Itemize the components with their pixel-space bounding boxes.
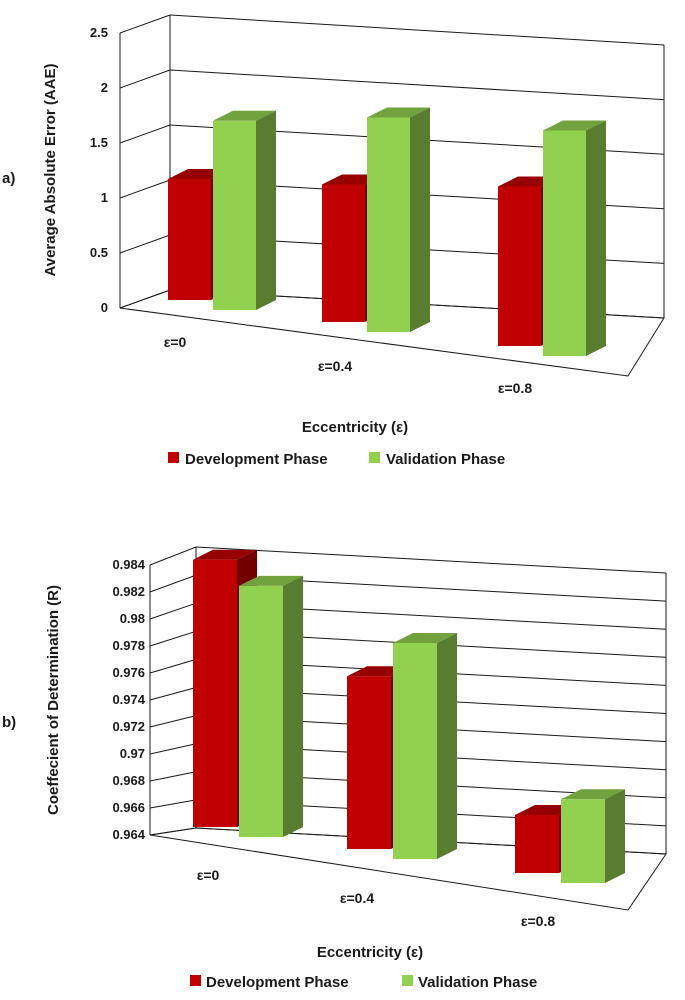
gridline-back <box>169 69 665 101</box>
bar-front <box>322 184 365 322</box>
gridline-side <box>149 658 197 674</box>
y-ticks-a: 0 0.5 1 1.5 2 2.5 <box>90 25 108 315</box>
gridline-side <box>149 602 197 620</box>
bar-front <box>367 117 410 332</box>
bar-top <box>393 633 457 643</box>
bar-side <box>586 120 606 356</box>
bar-top <box>213 110 276 121</box>
y-axis-title-a: Average Absolute Error (AAE) <box>42 63 59 276</box>
bar-side <box>256 110 276 310</box>
y-tick-label: 1 <box>101 190 108 205</box>
x-category-label: ε=0.8 <box>498 380 532 396</box>
bar-front <box>498 186 541 346</box>
bar-front <box>193 559 237 827</box>
bar-side <box>605 789 625 883</box>
gridline-side <box>149 574 197 593</box>
bars-a <box>168 107 606 356</box>
bar-side <box>410 107 430 332</box>
bar-front <box>213 120 256 310</box>
bar-front <box>347 676 391 849</box>
legend-label-val-b: Validation Phase <box>418 974 537 991</box>
x-category-label: ε=0 <box>197 867 220 883</box>
x-category-label: ε=0 <box>164 334 187 350</box>
bar-validation-2 <box>543 120 606 356</box>
legend-swatch-dev-b <box>190 975 201 986</box>
x-axis-title-b: Eccentricity (ε) <box>317 944 423 961</box>
bar-top <box>367 107 430 118</box>
y-tick-label: 0.984 <box>112 557 145 572</box>
bar-validation-0 <box>239 575 303 837</box>
gridline-side <box>119 124 171 144</box>
y-tick-label: 0.5 <box>90 245 108 260</box>
legend-label-dev-a: Development Phase <box>185 451 328 468</box>
bar-top <box>193 549 257 560</box>
bar-validation-2 <box>561 789 625 883</box>
categories-b: ε=0 ε=0.4 ε=0.8 <box>197 867 556 929</box>
y-tick-label: 0.97 <box>120 746 145 761</box>
y-tick-label: 0.972 <box>112 719 145 734</box>
bar-front <box>515 814 559 873</box>
x-category-label: ε=0.4 <box>318 358 352 374</box>
chart-b: b) 0.9640.9660.9680.970.9720.9740.9760.9… <box>2 546 667 991</box>
y-tick-label: 0.982 <box>112 584 145 599</box>
x-category-label: ε=0.8 <box>521 913 555 929</box>
gridline-side <box>149 743 197 755</box>
bar-top <box>561 789 625 800</box>
bars-b <box>193 549 625 883</box>
bar-front <box>393 643 437 859</box>
y-tick-label: 0.98 <box>120 611 145 626</box>
legend-swatch-val-a <box>369 452 380 463</box>
bar-top <box>543 120 606 131</box>
gridline-back <box>195 546 667 574</box>
categories-a: ε=0 ε=0.4 ε=0.8 <box>164 334 533 396</box>
gridline-side <box>149 546 197 566</box>
gridline-side <box>119 69 171 89</box>
y-ticks-b: 0.964 0.966 0.968 0.97 0.972 0.974 0.976 0.978 0… <box>112 557 145 842</box>
y-tick-label: 0.974 <box>112 692 145 707</box>
bar-side <box>437 633 457 859</box>
legend-label-val-a: Validation Phase <box>386 451 505 468</box>
y-tick-label: 2 <box>101 80 108 95</box>
y-tick-label: 1.5 <box>90 135 108 150</box>
legend-a: Development Phase Validation Phase <box>168 451 505 468</box>
floor <box>149 827 667 911</box>
gridline-side <box>149 715 197 728</box>
gridline-back <box>169 14 665 46</box>
y-tick-label: 2.5 <box>90 25 108 40</box>
y-tick-label: 0.966 <box>112 800 145 815</box>
legend-b: Development Phase Validation Phase <box>190 974 537 991</box>
bar-front <box>561 799 605 883</box>
bar-front <box>543 130 586 356</box>
y-tick-label: 0.978 <box>112 638 145 653</box>
bar-validation-1 <box>367 107 430 332</box>
bar-validation-0 <box>213 110 276 310</box>
gridline-side <box>149 630 197 647</box>
gridline-side <box>119 234 171 254</box>
gridline-side <box>149 771 197 782</box>
panel-label-b: b) <box>2 714 16 731</box>
floor <box>119 289 665 377</box>
gridline-side <box>149 799 197 809</box>
legend-swatch-val-b <box>402 975 413 986</box>
gridline-side <box>149 687 197 701</box>
bar-side <box>283 575 303 837</box>
gridline-side <box>119 14 171 34</box>
y-axis-title-b: Coeffecient of Determination (R) <box>45 585 62 815</box>
bar-validation-1 <box>393 633 457 859</box>
chart-a: a) 0 0.5 1 1.5 2 2.5 ε=0 ε=0.4 ε=0.8 Average Ab… <box>2 14 665 468</box>
x-category-label: ε=0.4 <box>340 890 374 906</box>
gridline-side <box>119 179 171 199</box>
legend-swatch-dev-a <box>168 452 179 463</box>
y-tick-label: 0.968 <box>112 773 145 788</box>
bar-front <box>239 585 283 837</box>
y-tick-label: 0 <box>101 300 108 315</box>
bar-front <box>168 179 211 300</box>
panel-label-a: a) <box>2 170 15 187</box>
legend-label-dev-b: Development Phase <box>206 974 349 991</box>
y-tick-label: 0.964 <box>112 827 145 842</box>
y-tick-label: 0.976 <box>112 665 145 680</box>
bar-top <box>239 575 303 586</box>
x-axis-title-a: Eccentricity (ε) <box>302 419 408 436</box>
